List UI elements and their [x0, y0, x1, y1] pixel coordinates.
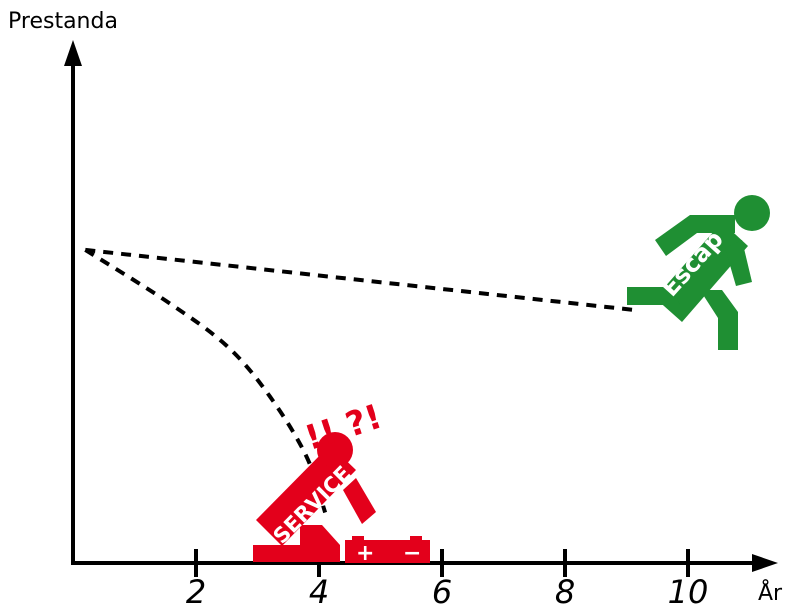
- service-figure-leg: [300, 525, 340, 562]
- x-tick-label: 6: [432, 573, 452, 610]
- escape-figure-arm-right: [725, 240, 752, 286]
- battery-terminal-left: [352, 536, 364, 542]
- escape-figure-head: [734, 195, 770, 231]
- x-tick-label: 2: [186, 573, 206, 610]
- battery-body: [345, 540, 430, 563]
- escape-figure-arm: [655, 215, 735, 256]
- x-axis-title: År: [758, 579, 783, 606]
- service-figure: SERVICE !! ?!: [253, 397, 387, 562]
- x-tick-label: 4: [309, 573, 329, 610]
- x-tick-label: 10: [668, 573, 709, 610]
- service-figure-arm: [343, 478, 376, 524]
- x-tick-label: 8: [555, 573, 575, 610]
- battery-plus: +: [356, 541, 374, 566]
- escape-figure-body: [655, 222, 748, 322]
- service-figure-body: [256, 445, 356, 546]
- escape-figure: Escap: [627, 195, 770, 350]
- series-line-2: [85, 247, 640, 313]
- y-axis-arrow: [64, 40, 82, 66]
- escape-figure-back-leg: [627, 287, 680, 305]
- series-group: [84, 247, 640, 514]
- battery-icon: + −: [345, 536, 430, 566]
- battery-terminal-right: [410, 536, 422, 542]
- x-axis-arrow: [752, 554, 778, 572]
- service-figure-head: [317, 432, 353, 468]
- battery-minus: −: [403, 541, 421, 566]
- y-axis-title: Prestanda: [8, 9, 118, 34]
- x-ticks: 2 4 6 8 10: [186, 549, 709, 610]
- series-line-1: [84, 248, 328, 514]
- escape-figure-front-leg: [700, 290, 738, 350]
